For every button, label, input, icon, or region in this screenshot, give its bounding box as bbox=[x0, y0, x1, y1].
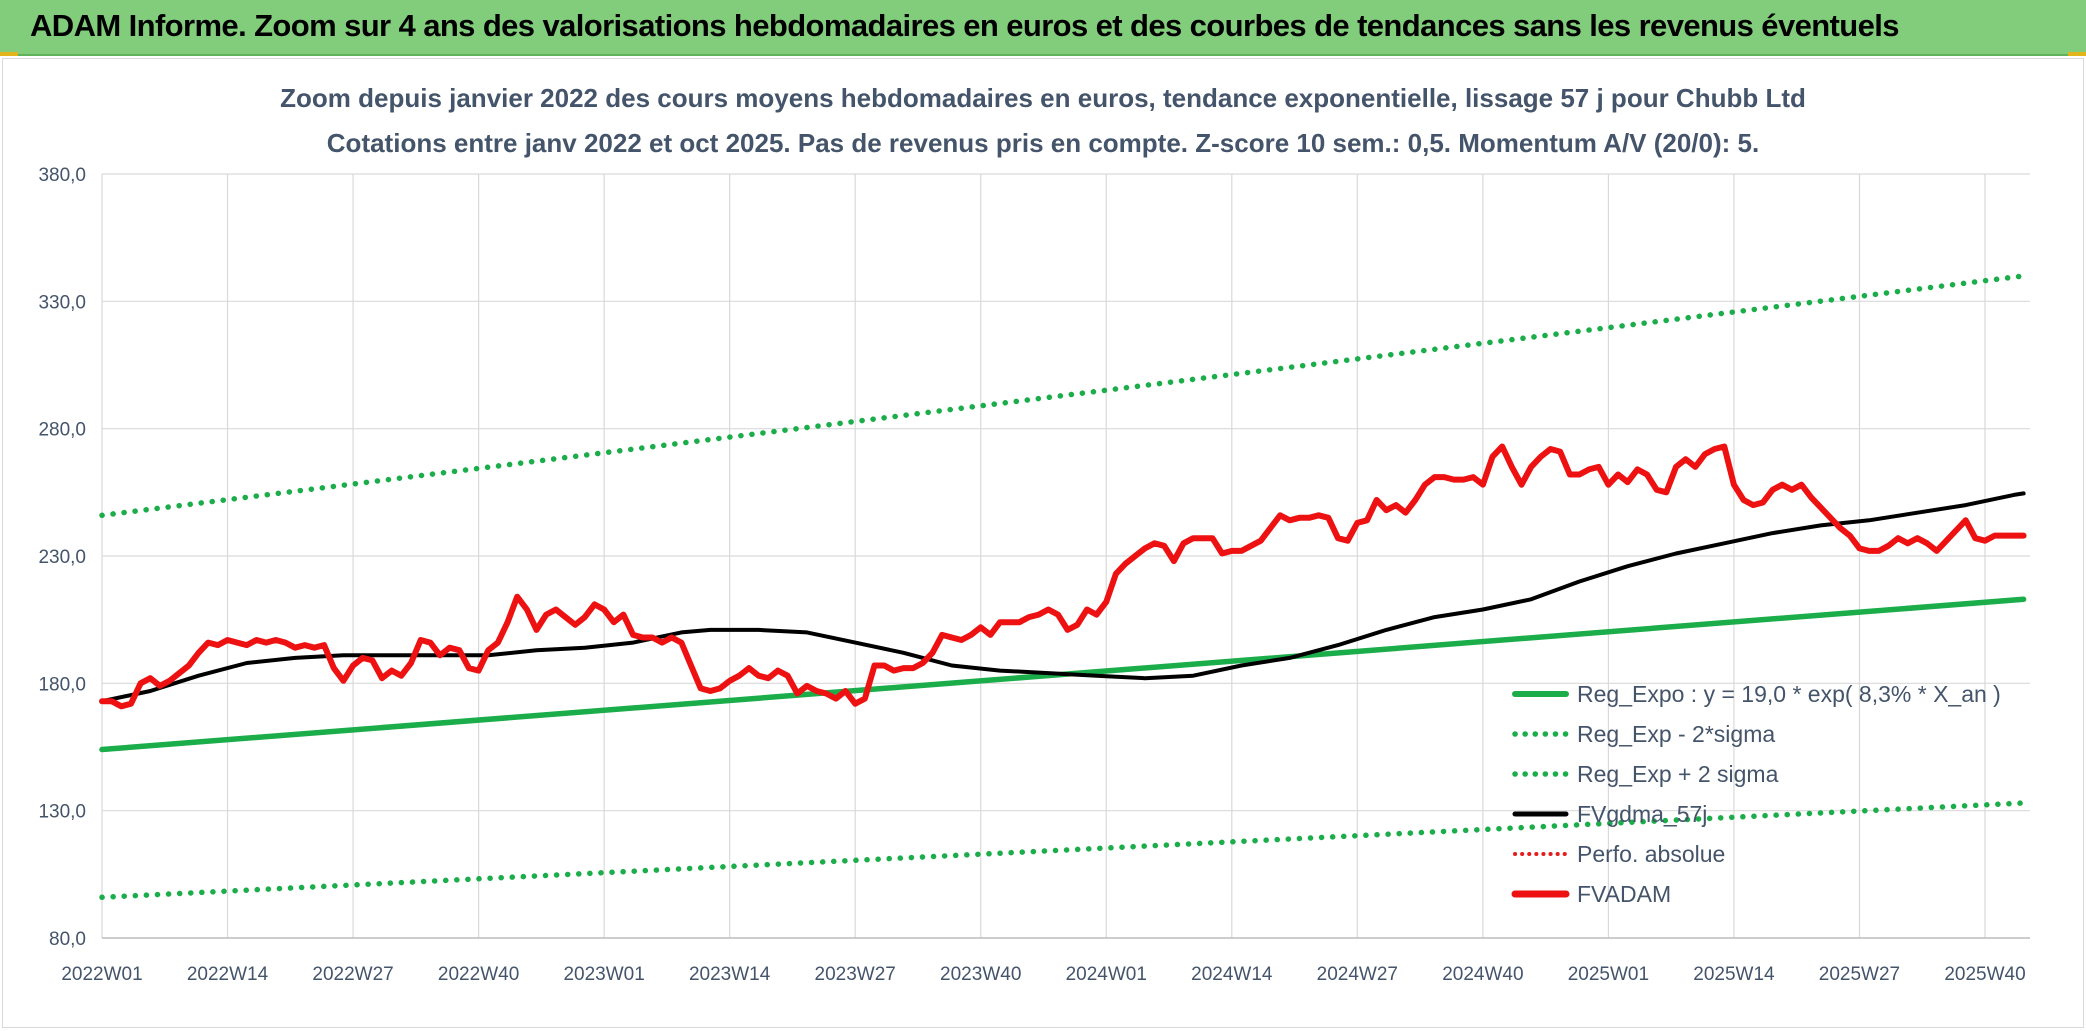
y-tick-label: 380,0 bbox=[38, 165, 86, 186]
legend-label: Reg_Expo : y = 19,0 * exp( 8,3% * X_an ) bbox=[1577, 681, 2001, 707]
x-tick-label: 2023W40 bbox=[940, 964, 1021, 985]
legend-label: FVADAM bbox=[1577, 881, 1671, 907]
x-tick-label: 2025W01 bbox=[1568, 964, 1649, 985]
corner-accent-left bbox=[0, 52, 18, 56]
series-reg-minus-2sigma bbox=[99, 800, 2027, 901]
legend-label: Perfo. absolue bbox=[1577, 841, 1725, 867]
series-fvadam bbox=[99, 443, 2027, 710]
legend-label: Reg_Exp - 2*sigma bbox=[1577, 721, 1775, 747]
x-tick-label: 2022W40 bbox=[438, 964, 519, 985]
legend-item-reg-plus-2sigma: Reg_Exp + 2 sigma bbox=[1512, 761, 1779, 787]
series-lines bbox=[99, 273, 2027, 901]
x-tick-label: 2022W27 bbox=[312, 964, 393, 985]
header-title: ADAM Informe. Zoom sur 4 ans des valoris… bbox=[30, 8, 1900, 43]
legend-item-reg-minus-2sigma: Reg_Exp - 2*sigma bbox=[1512, 721, 1775, 747]
legend-label: FVgdma_57j bbox=[1577, 801, 1707, 827]
y-tick-label: 330,0 bbox=[38, 292, 86, 313]
x-tick-label: 2024W40 bbox=[1442, 964, 1523, 985]
y-tick-label: 280,0 bbox=[38, 420, 86, 441]
x-tick-label: 2024W14 bbox=[1191, 964, 1273, 985]
legend: Reg_Expo : y = 19,0 * exp( 8,3% * X_an )… bbox=[1511, 681, 2001, 907]
legend-item-perfo-absolue: Perfo. absolue bbox=[1513, 841, 1725, 867]
x-tick-label: 2024W01 bbox=[1066, 964, 1147, 985]
series-fvgdma-57j bbox=[100, 491, 2026, 704]
y-tick-label: 130,0 bbox=[38, 802, 86, 823]
x-axis-ticks: 2022W01 2022W14 2022W27 2022W40 2023W01 2023W… bbox=[61, 964, 2025, 985]
legend-item-reg-expo: Reg_Expo : y = 19,0 * exp( 8,3% * X_an ) bbox=[1512, 681, 2001, 707]
chart-frame bbox=[2, 58, 2084, 1028]
legend-label: Reg_Exp + 2 sigma bbox=[1577, 761, 1779, 787]
chart-subtitle: Cotations entre janv 2022 et oct 2025. P… bbox=[327, 128, 1759, 158]
x-tick-label: 2022W14 bbox=[187, 964, 269, 985]
legend-item-fvadam: FVADAM bbox=[1511, 881, 1671, 907]
x-tick-label: 2025W27 bbox=[1819, 964, 1900, 985]
header-banner: ADAM Informe. Zoom sur 4 ans des valoris… bbox=[0, 0, 2086, 56]
x-tick-label: 2023W01 bbox=[563, 964, 644, 985]
legend-item-fvgdma-57j: FVgdma_57j bbox=[1512, 801, 1707, 827]
chart-title: Zoom depuis janvier 2022 des cours moyen… bbox=[280, 83, 1806, 113]
x-tick-label: 2025W40 bbox=[1944, 964, 2025, 985]
corner-accent-right bbox=[2068, 52, 2086, 56]
y-tick-label: 230,0 bbox=[38, 547, 86, 568]
gridlines bbox=[101, 173, 2030, 939]
x-tick-label: 2025W14 bbox=[1693, 964, 1775, 985]
series-reg-plus-2sigma bbox=[99, 273, 2027, 519]
x-tick-label: 2022W01 bbox=[61, 964, 142, 985]
y-tick-label: 180,0 bbox=[38, 674, 86, 695]
x-tick-label: 2023W27 bbox=[815, 964, 896, 985]
y-axis-ticks: 80,0 130,0 180,0 230,0 280,0 330,0 380,0 bbox=[38, 165, 86, 950]
x-tick-label: 2024W27 bbox=[1317, 964, 1398, 985]
y-tick-label: 80,0 bbox=[49, 929, 86, 950]
x-tick-label: 2023W14 bbox=[689, 964, 771, 985]
